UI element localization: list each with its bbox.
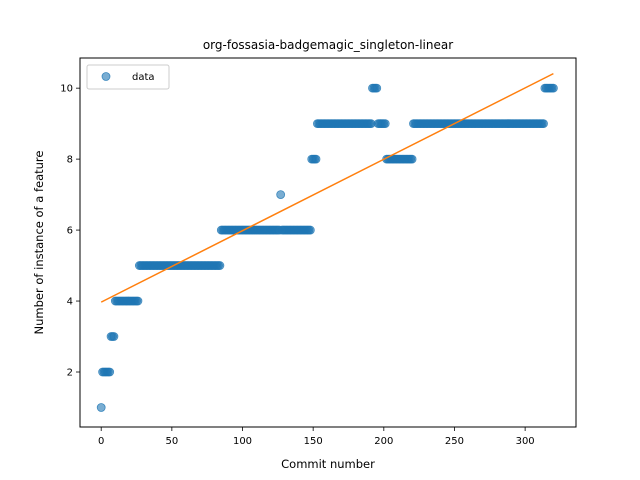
- y-tick-label: 6: [67, 226, 73, 237]
- legend-label: data: [132, 72, 155, 83]
- y-tick-label: 2: [67, 368, 73, 379]
- data-point: [97, 403, 105, 411]
- x-tick-label: 200: [374, 436, 393, 447]
- data-point: [110, 333, 118, 341]
- y-tick-label: 4: [67, 297, 73, 308]
- plot-frame: [80, 58, 576, 427]
- x-tick-label: 100: [233, 436, 252, 447]
- fit-line: [101, 74, 553, 302]
- x-tick-label: 50: [165, 436, 178, 447]
- data-point: [106, 368, 114, 376]
- x-tick-label: 300: [516, 436, 535, 447]
- y-tick-label: 10: [60, 84, 73, 95]
- data-point: [373, 84, 381, 92]
- legend-box: [87, 65, 169, 89]
- x-tick-label: 250: [445, 436, 464, 447]
- x-tick-label: 0: [98, 436, 104, 447]
- data-point: [216, 262, 224, 270]
- data-point: [540, 120, 548, 128]
- legend: data: [87, 65, 169, 89]
- x-axis-title: Commit number: [281, 457, 375, 471]
- y-axis-title: Number of instance of a feature: [32, 151, 46, 335]
- x-tick-label: 150: [304, 436, 323, 447]
- data-point: [306, 226, 314, 234]
- x-axis: 0 50 100 150 200 250 300: [98, 427, 535, 447]
- chart-title: org-fossasia-badgemagic_singleton-linear: [203, 38, 453, 52]
- data-point: [312, 155, 320, 163]
- plot-layer: [97, 74, 557, 412]
- data-point: [134, 297, 142, 305]
- y-axis: 2 4 6 8 10: [60, 84, 80, 379]
- data-point: [549, 84, 557, 92]
- data-point: [277, 191, 285, 199]
- legend-marker: [102, 73, 110, 81]
- data-point: [381, 120, 389, 128]
- y-tick-label: 8: [67, 155, 73, 166]
- data-point: [408, 155, 416, 163]
